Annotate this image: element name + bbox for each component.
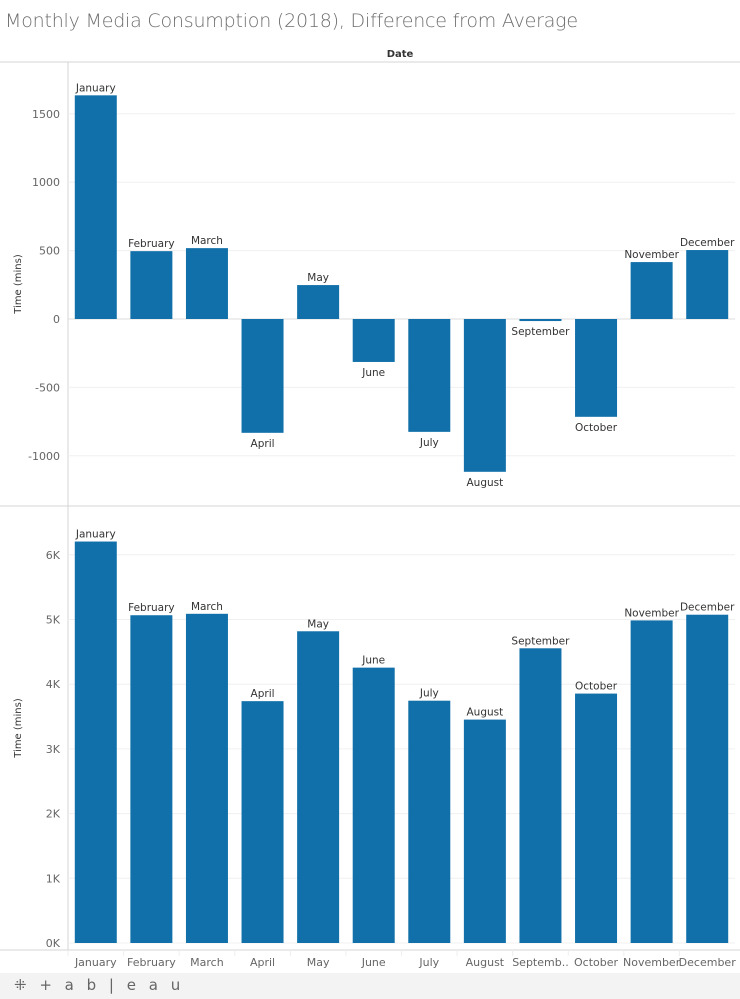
column-header: Date bbox=[387, 49, 414, 60]
data-label: June bbox=[361, 367, 385, 379]
data-label: September bbox=[511, 635, 570, 647]
bar-june bbox=[352, 667, 395, 943]
x-tick-label: May bbox=[307, 956, 330, 969]
bar-march bbox=[185, 248, 228, 319]
y-tick-label: 3K bbox=[46, 743, 61, 756]
bar-october bbox=[575, 693, 618, 943]
x-tick-label: October bbox=[574, 956, 618, 969]
data-label: July bbox=[419, 688, 439, 700]
data-label: August bbox=[467, 477, 504, 489]
y-tick-label: 5K bbox=[46, 614, 61, 627]
x-tick-label: July bbox=[418, 956, 439, 969]
x-tick-label: December bbox=[679, 956, 737, 969]
x-tick-label: April bbox=[250, 956, 275, 969]
bar-september bbox=[519, 319, 562, 322]
bar-june bbox=[352, 319, 395, 362]
data-label: May bbox=[307, 272, 329, 284]
data-label: February bbox=[128, 238, 175, 250]
y-tick-label: 1000 bbox=[32, 176, 60, 189]
data-label: August bbox=[467, 707, 504, 719]
data-label: April bbox=[251, 438, 275, 450]
bar-august bbox=[463, 319, 506, 472]
data-label: November bbox=[624, 249, 679, 261]
y-tick-label: 1500 bbox=[32, 108, 60, 121]
y-tick-label: 0 bbox=[53, 313, 60, 326]
bar-may bbox=[297, 631, 340, 943]
bar-january bbox=[74, 95, 117, 319]
x-tick-label: November bbox=[623, 956, 681, 969]
data-label: November bbox=[624, 607, 679, 619]
y-axis-label: Time (mins) bbox=[13, 698, 24, 759]
data-label: September bbox=[511, 326, 570, 338]
bar-march bbox=[185, 613, 228, 943]
x-tick-label: June bbox=[361, 956, 386, 969]
y-tick-label: -500 bbox=[35, 381, 60, 394]
x-tick-label: February bbox=[127, 956, 176, 969]
data-label: January bbox=[75, 82, 116, 94]
bar-august bbox=[463, 719, 506, 943]
bar-july bbox=[408, 700, 451, 943]
data-label: April bbox=[251, 688, 275, 700]
y-tick-label: -1000 bbox=[28, 450, 60, 463]
data-label: July bbox=[419, 437, 439, 449]
data-label: May bbox=[307, 618, 329, 630]
bar-february bbox=[130, 251, 173, 319]
bar-november bbox=[630, 620, 673, 943]
x-tick-label: August bbox=[466, 956, 505, 969]
data-label: March bbox=[191, 601, 223, 613]
bar-april bbox=[241, 319, 284, 433]
data-label: October bbox=[575, 681, 618, 693]
bar-april bbox=[241, 701, 284, 943]
y-tick-label: 4K bbox=[46, 678, 61, 691]
bar-september bbox=[519, 648, 562, 943]
data-label: June bbox=[361, 655, 385, 667]
y-tick-label: 2K bbox=[46, 808, 61, 821]
tableau-logo[interactable]: ⁜ + a b | e a u bbox=[14, 976, 185, 994]
y-tick-label: 500 bbox=[39, 245, 60, 258]
bar-july bbox=[408, 319, 451, 432]
bar-december bbox=[686, 614, 729, 943]
footer-bar: ⁜ + a b | e a u bbox=[0, 973, 740, 999]
y-tick-label: 0K bbox=[46, 937, 61, 950]
bar-may bbox=[297, 285, 340, 319]
bar-december bbox=[686, 250, 729, 319]
bar-october bbox=[575, 319, 618, 417]
data-label: February bbox=[128, 602, 175, 614]
data-label: December bbox=[680, 237, 735, 249]
chart-title: Monthly Media Consumption (2018), Differ… bbox=[5, 10, 578, 32]
data-label: October bbox=[575, 422, 618, 434]
x-tick-label: January bbox=[74, 956, 117, 969]
bar-january bbox=[74, 541, 117, 943]
y-axis-label: Time (mins) bbox=[13, 254, 24, 315]
y-tick-label: 1K bbox=[46, 872, 61, 885]
y-tick-label: 6K bbox=[46, 549, 61, 562]
bar-february bbox=[130, 615, 173, 943]
data-label: January bbox=[75, 529, 116, 541]
x-tick-label: March bbox=[190, 956, 224, 969]
data-label: December bbox=[680, 602, 735, 614]
bar-november bbox=[630, 262, 673, 319]
data-label: March bbox=[191, 235, 223, 247]
x-tick-label: Septemb.. bbox=[512, 956, 569, 969]
